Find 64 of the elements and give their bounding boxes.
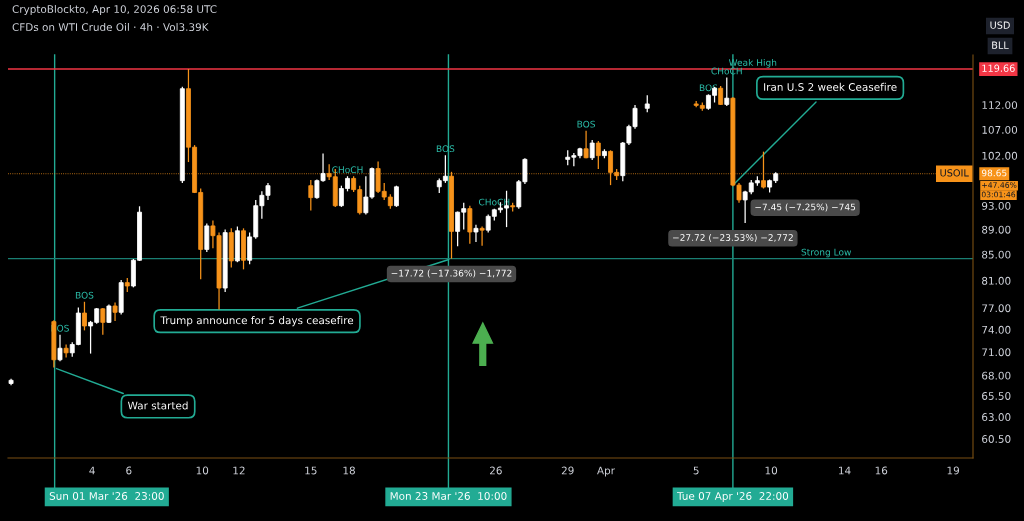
y-tick-label: 68.00 <box>982 371 1011 380</box>
x-tick-label: 6 <box>126 466 132 475</box>
candlestick <box>100 307 106 336</box>
y-tick-label: 60.50 <box>982 435 1011 443</box>
candlestick <box>308 179 314 212</box>
x-tick-label: 19 <box>947 466 960 475</box>
candlestick <box>724 76 730 107</box>
y-tick-label: 71.00 <box>982 348 1011 357</box>
x-tick-label: 10 <box>765 466 778 475</box>
candlestick <box>761 151 766 190</box>
candlestick <box>473 224 479 243</box>
candlestick <box>204 222 210 253</box>
y-tick-label: 77.00 <box>982 304 1011 313</box>
chart-subtitle: CryptoBlockto, Apr 10, 2026 06:58 UTC <box>12 4 217 16</box>
candlestick <box>82 301 87 331</box>
x-tick-label: 4 <box>89 466 95 475</box>
chart-title: CFDs on WTI Crude Oil · 4h · Vol3.39K <box>12 22 209 32</box>
candlestick <box>589 139 595 161</box>
y-tick-label: 107.00 <box>982 125 1018 134</box>
ref-line-label: Mon 23 Mar '26 10:00 <box>390 492 507 500</box>
annotation: −17.72 (−17.36%) −1,772 <box>391 269 512 278</box>
x-tick-label: 15 <box>305 466 317 475</box>
annotation: −27.72 (−23.53%) −2,772 <box>673 233 793 242</box>
y-tick-label: 85.00 <box>982 250 1011 259</box>
text: USD <box>990 21 1010 29</box>
candlestick <box>57 334 63 362</box>
x-tick-label: 18 <box>343 466 355 475</box>
y-tick-label: 65.50 <box>982 392 1011 400</box>
candlestick <box>595 140 601 170</box>
annotation: BOS <box>75 291 94 299</box>
candlestick <box>718 85 724 106</box>
x-tick-label: 5 <box>693 466 699 475</box>
y-tick-label: 63.00 <box>982 413 1011 421</box>
annotation: Trump announce for 5 days ceasefire <box>160 316 354 327</box>
x-tick-label: 12 <box>233 466 245 475</box>
x-tick-label: 16 <box>875 466 888 475</box>
y-tick-label: 74.00 <box>982 325 1011 334</box>
x-tick-label: 14 <box>839 466 851 475</box>
x-tick-label: 10 <box>196 466 209 475</box>
candlestick <box>112 301 118 322</box>
ref-line-label: 119.66 <box>982 64 1015 72</box>
y-tick-label: 81.00 <box>982 276 1011 285</box>
annotation: CHoCH <box>332 166 363 174</box>
annotation: War started <box>127 401 188 410</box>
annotation: USOIL <box>940 169 969 177</box>
annotation: Iran U.S 2 week Ceasefire <box>764 82 897 91</box>
x-tick-label: 29 <box>561 466 574 475</box>
candlestick <box>63 343 69 359</box>
ref-line-label: 98.65 <box>981 169 1007 177</box>
y-tick-label: 89.00 <box>982 225 1011 234</box>
candlestick <box>583 130 589 159</box>
candlestick <box>467 205 473 245</box>
x-tick-label: 26 <box>489 466 502 475</box>
annotation: BOS <box>577 120 596 128</box>
annotation: −7.45 (−7.25%) −745 <box>755 203 856 212</box>
text: BLL <box>992 41 1009 49</box>
y-tick-label: 93.00 <box>981 201 1011 210</box>
annotation: Strong Low <box>801 248 852 258</box>
ref-line-label: Tue 07 Apr '26 22:00 <box>676 492 789 502</box>
x-tick-label: Apr <box>597 466 615 477</box>
y-tick-label: 102.00 <box>982 151 1018 160</box>
ref-line-label: Sun 01 Mar '26 23:00 <box>49 492 164 500</box>
candlestick <box>479 225 485 247</box>
y-tick-label: 112.00 <box>982 101 1018 110</box>
